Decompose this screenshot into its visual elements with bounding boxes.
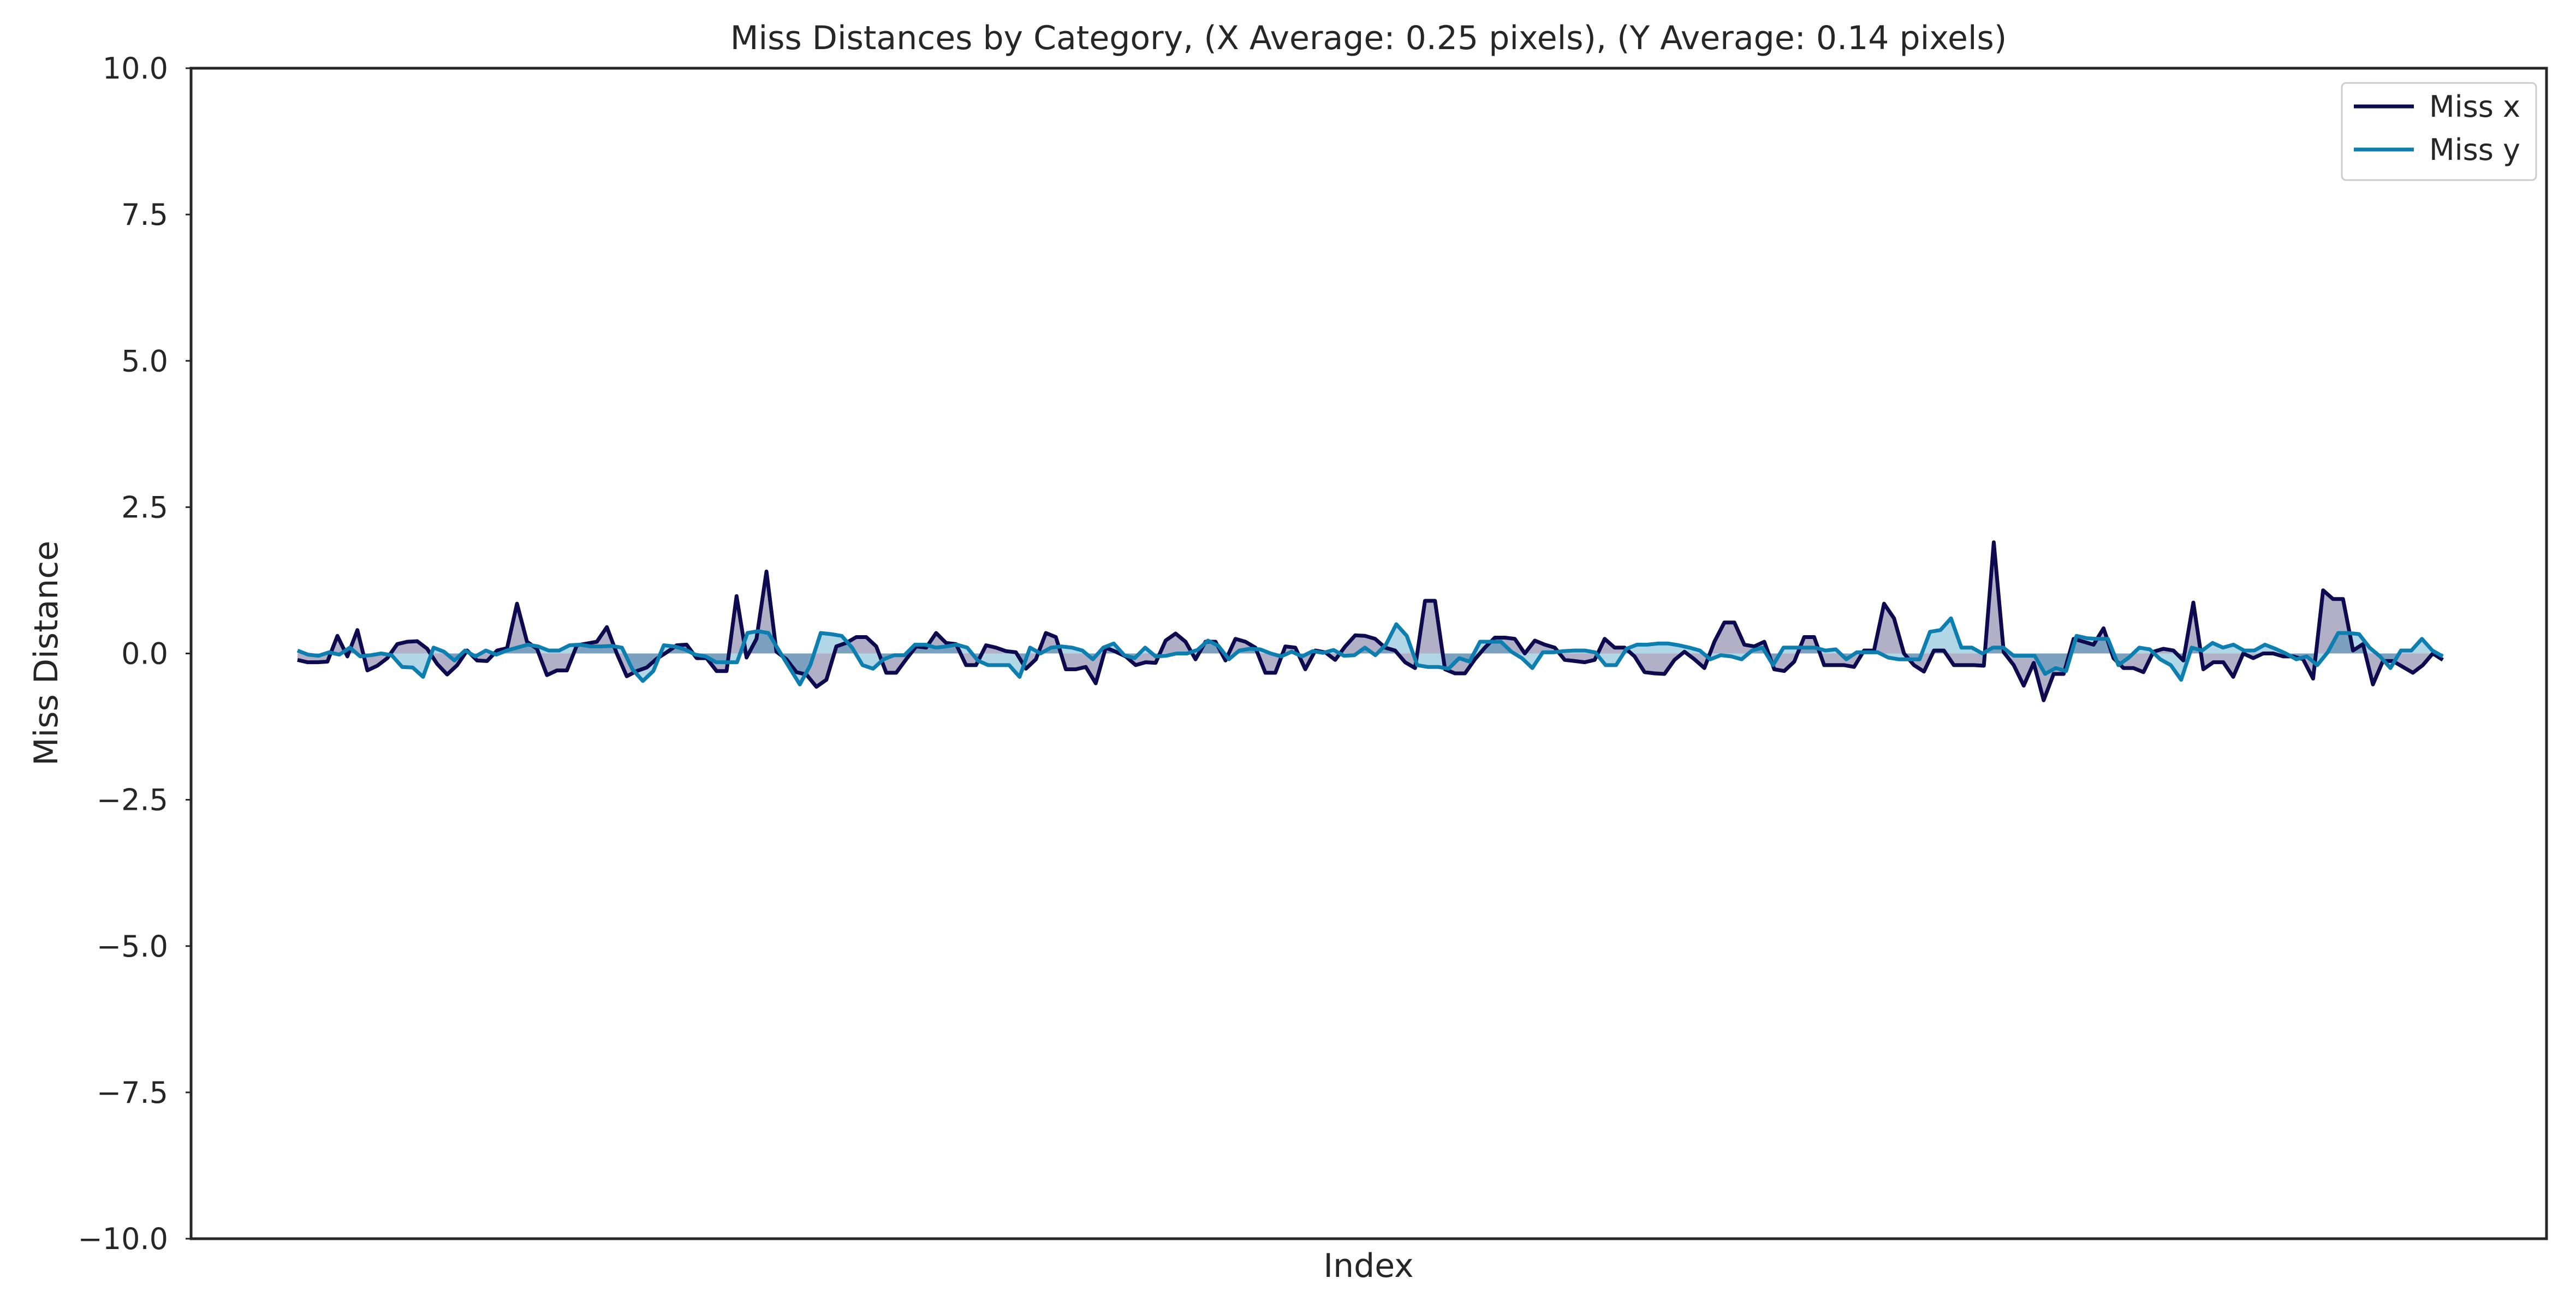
y-axis-label: Miss Distance [27,541,66,766]
y-axis-ticks: 10.0 7.5 5.0 2.5 0.0 −2.5 −5.0 −7.5 −10.0 [78,51,191,1256]
y-tick-label: 7.5 [121,198,168,232]
y-tick-label: 10.0 [103,51,168,86]
legend: Miss x Miss y [2341,82,2537,181]
series-lines [296,540,2444,702]
x-axis-label: Index [1323,1247,1413,1285]
y-tick-label: 2.5 [121,490,168,524]
y-tick-label: 5.0 [121,344,168,378]
y-tick-label: −2.5 [97,783,168,817]
series-line-miss-y [296,616,2444,686]
series-fill-miss-x [298,542,2443,701]
series-fills [298,542,2443,701]
y-tick-label: 0.0 [121,637,168,671]
y-tick-label: −7.5 [97,1076,168,1110]
y-tick-label: −10.0 [78,1222,168,1256]
chart-title: Miss Distances by Category, (X Average: … [730,19,2007,57]
y-tick-label: −5.0 [97,929,168,964]
series-line-miss-x [297,540,2444,702]
legend-label-miss-x: Miss x [2429,89,2520,124]
legend-label-miss-y: Miss y [2429,133,2520,167]
